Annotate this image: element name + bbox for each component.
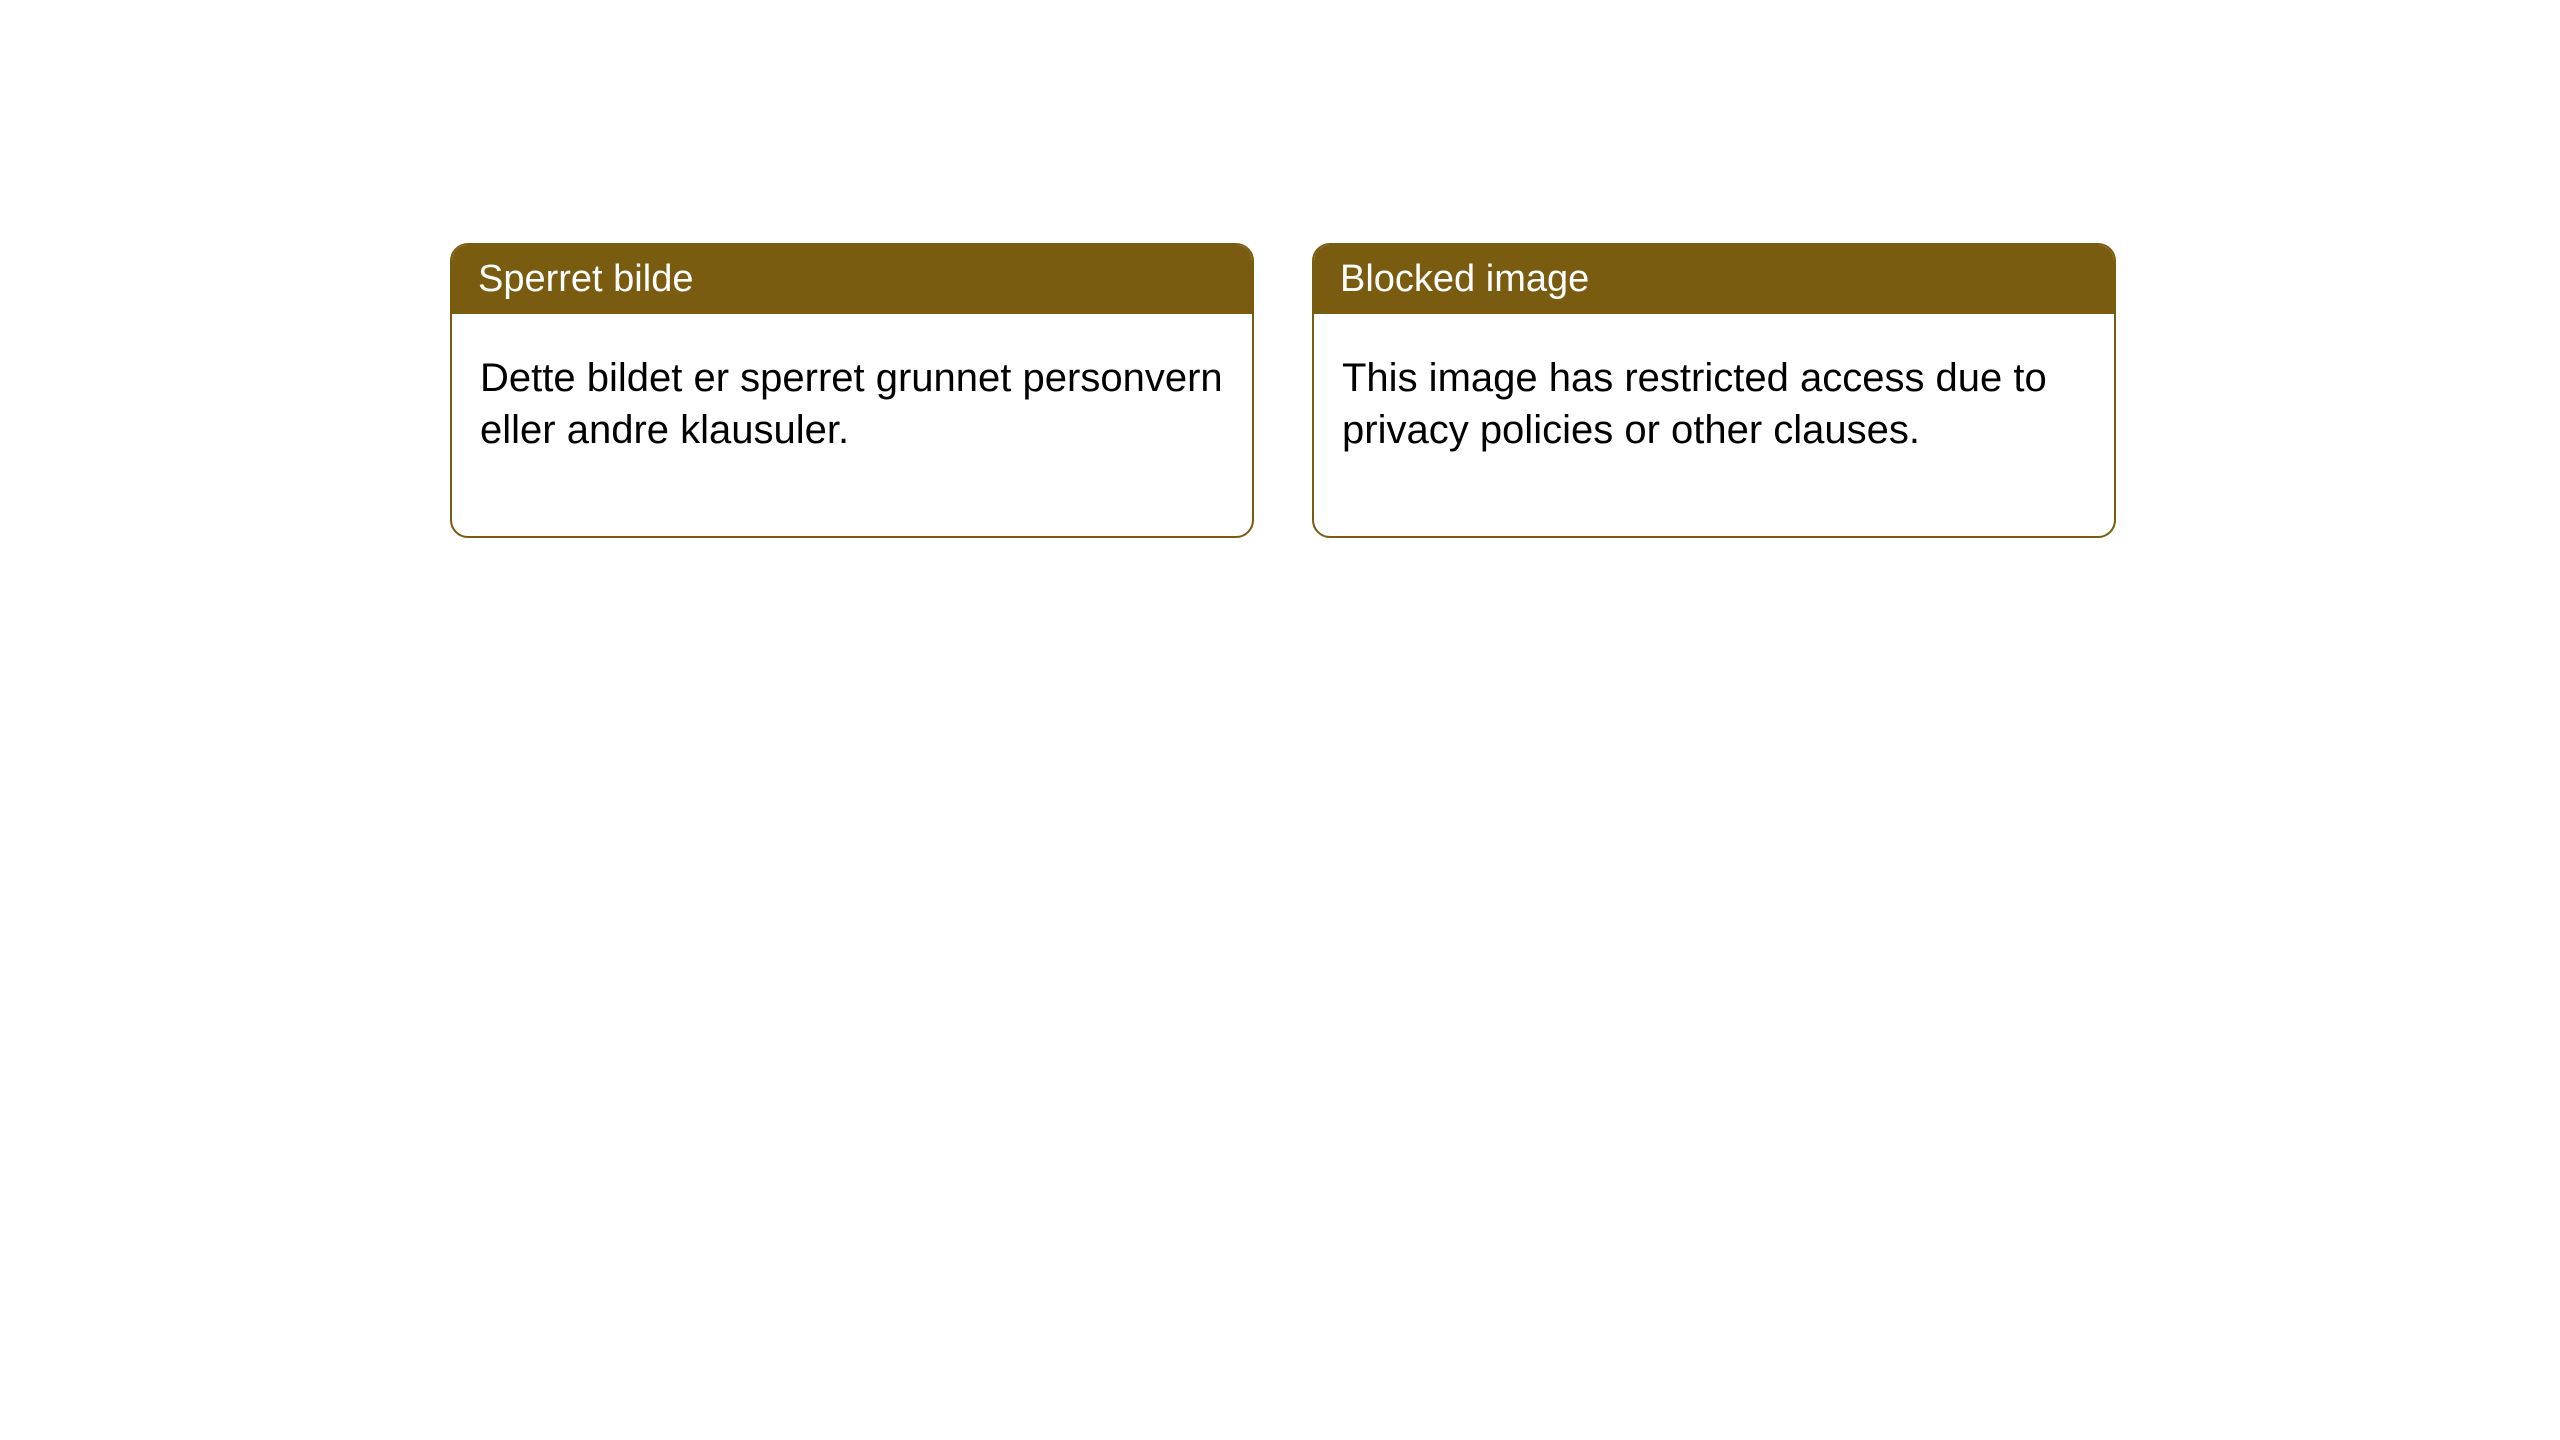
notice-box-english: Blocked image This image has restricted … (1312, 243, 2116, 538)
notice-header: Sperret bilde (452, 245, 1252, 314)
notice-container: Sperret bilde Dette bildet er sperret gr… (450, 243, 2116, 538)
notice-body: Dette bildet er sperret grunnet personve… (452, 314, 1252, 536)
notice-body: This image has restricted access due to … (1314, 314, 2114, 536)
notice-box-norwegian: Sperret bilde Dette bildet er sperret gr… (450, 243, 1254, 538)
notice-header: Blocked image (1314, 245, 2114, 314)
